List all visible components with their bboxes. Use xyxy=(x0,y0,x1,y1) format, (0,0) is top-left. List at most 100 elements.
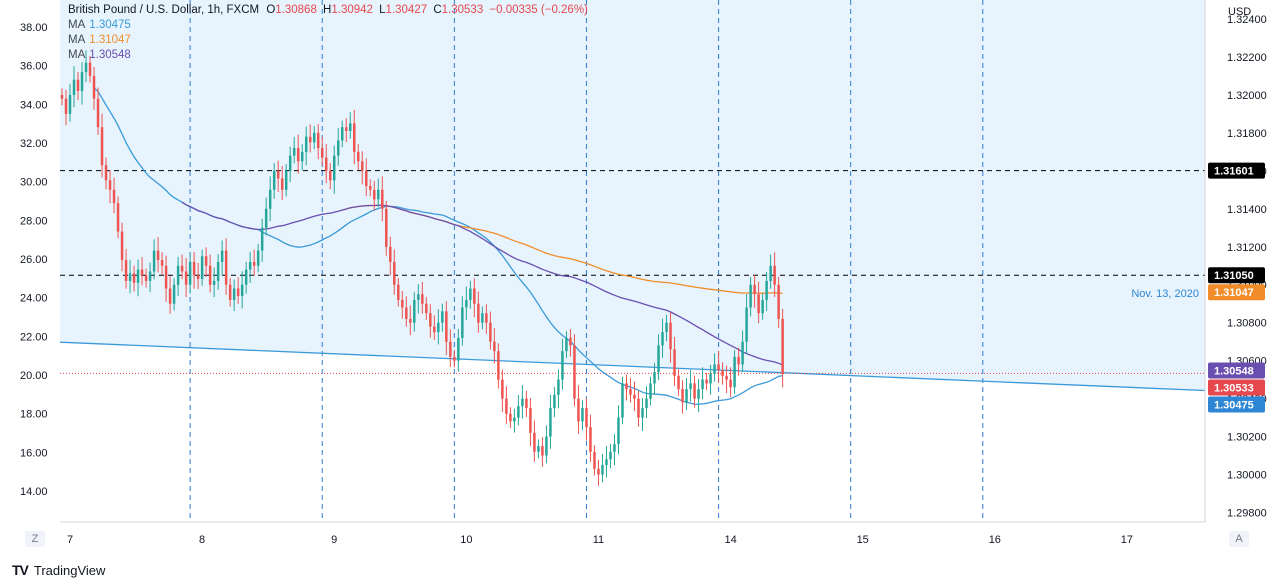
candle xyxy=(493,341,496,352)
candle xyxy=(216,261,220,281)
candle xyxy=(601,465,604,475)
candle xyxy=(268,189,272,209)
candle xyxy=(304,136,308,152)
tradingview-brand: TradingView xyxy=(33,562,106,578)
candle xyxy=(485,313,488,323)
candle xyxy=(733,356,736,388)
time-tick-label: 8 xyxy=(199,534,205,546)
candle xyxy=(621,383,624,418)
chart-legend: British Pound / U.S. Dollar, 1h, FXCM O1… xyxy=(68,3,588,63)
candle xyxy=(741,341,744,365)
candle xyxy=(228,284,232,300)
candle xyxy=(533,432,536,452)
zoom-button[interactable]: Z xyxy=(25,531,45,547)
candle xyxy=(469,288,472,300)
candle xyxy=(437,322,440,333)
ma-value: 1.30548 xyxy=(89,49,131,61)
left-tick-label: 18.00 xyxy=(20,409,48,421)
candle xyxy=(377,189,380,200)
low-label: L xyxy=(379,4,386,16)
candle xyxy=(453,356,456,361)
ma-row-2[interactable]: MA 1.31047 xyxy=(68,33,588,48)
left-tick-label: 20.00 xyxy=(20,370,48,382)
currency-label: USD xyxy=(1228,6,1251,18)
time-tick-label: 9 xyxy=(331,534,337,546)
candle xyxy=(136,269,140,283)
candle xyxy=(308,136,312,143)
candle xyxy=(88,62,92,76)
candle xyxy=(108,180,112,190)
trendline xyxy=(59,341,1206,392)
candle xyxy=(96,98,100,128)
left-tick-label: 14.00 xyxy=(20,486,48,498)
left-tick-label: 24.00 xyxy=(20,293,48,305)
left-tick-label: 30.00 xyxy=(20,177,48,189)
price-tag xyxy=(1208,379,1265,396)
ma-value: 1.30475 xyxy=(89,19,131,31)
candle xyxy=(148,271,152,281)
candle xyxy=(765,280,768,300)
date-annotation: Nov. 13, 2020 xyxy=(1131,288,1199,300)
close-label: C xyxy=(433,4,442,16)
candle xyxy=(497,351,500,380)
left-tick-label: 16.00 xyxy=(20,447,48,459)
time-tick-label: 7 xyxy=(67,534,73,546)
candle xyxy=(401,299,404,308)
candle xyxy=(645,398,648,409)
candle xyxy=(549,408,552,437)
price-tag xyxy=(1208,362,1265,379)
candle xyxy=(252,261,256,266)
price-tag xyxy=(1208,162,1265,179)
candle xyxy=(324,157,328,171)
candle xyxy=(749,284,752,308)
candle xyxy=(745,307,748,342)
ma-row-3[interactable]: MA 1.30548 xyxy=(68,48,588,63)
candle xyxy=(104,165,108,181)
candle xyxy=(633,394,636,399)
candle xyxy=(625,383,628,390)
candle xyxy=(557,379,560,395)
candle xyxy=(385,208,388,247)
candle xyxy=(585,408,588,428)
candle xyxy=(248,261,252,270)
candle xyxy=(637,398,640,418)
candle xyxy=(709,373,712,384)
time-tick-label: 17 xyxy=(1121,534,1133,546)
low-value: 1.30427 xyxy=(385,4,428,16)
candle xyxy=(649,383,652,399)
candle xyxy=(300,151,304,162)
candle xyxy=(72,79,76,95)
candle xyxy=(581,408,584,422)
candle xyxy=(124,260,128,281)
price-tick-label: 1.32000 xyxy=(1227,90,1267,102)
candle xyxy=(272,170,276,190)
candle xyxy=(80,72,84,92)
candle xyxy=(689,383,692,390)
auto-scale-button[interactable]: A xyxy=(1229,531,1249,547)
horizontal-levels xyxy=(59,170,1206,392)
candle xyxy=(565,337,568,352)
candle xyxy=(781,318,784,374)
candle xyxy=(240,284,244,297)
price-tag xyxy=(1208,267,1265,284)
ma-row-1[interactable]: MA 1.30475 xyxy=(68,18,588,33)
price-tag-label: 1.30548 xyxy=(1214,366,1254,378)
candle xyxy=(465,299,468,308)
moving-averages xyxy=(93,87,783,405)
open-label: O xyxy=(266,4,276,16)
candle xyxy=(641,408,644,418)
candle xyxy=(477,303,480,323)
candle xyxy=(573,345,576,399)
left-tick-label: 36.00 xyxy=(20,61,48,73)
candle xyxy=(260,227,264,251)
price-tick-label: 1.32400 xyxy=(1227,14,1267,26)
candle xyxy=(365,170,368,187)
left-tick-label: 22.00 xyxy=(20,331,48,343)
candle xyxy=(593,451,596,469)
candle xyxy=(617,417,620,445)
ma-label: MA xyxy=(68,34,86,46)
left-tick-label: 28.00 xyxy=(20,215,48,227)
candle xyxy=(429,313,432,327)
candle xyxy=(357,151,360,162)
